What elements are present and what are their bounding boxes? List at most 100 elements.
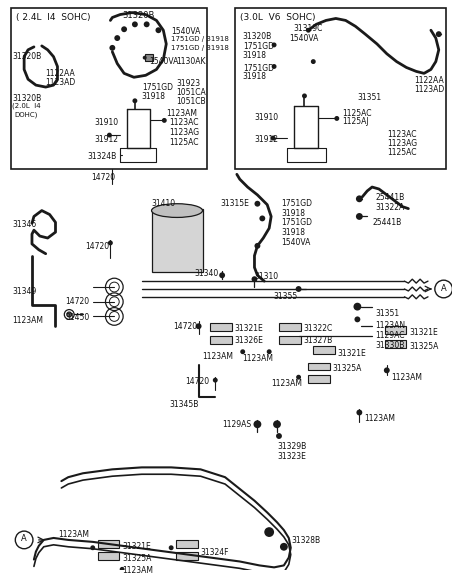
Text: 31910: 31910 [95, 119, 119, 127]
Circle shape [355, 317, 360, 323]
Text: 1540VA: 1540VA [281, 238, 310, 247]
Text: 31324B: 31324B [88, 152, 117, 161]
Text: 31346: 31346 [12, 221, 37, 229]
Text: A: A [21, 534, 27, 544]
Circle shape [240, 349, 245, 354]
Text: 1122AA: 1122AA [46, 69, 75, 78]
Bar [385, 340, 406, 348]
Circle shape [384, 368, 390, 373]
Circle shape [213, 378, 218, 383]
Text: 31321E: 31321E [122, 542, 151, 551]
Circle shape [67, 312, 72, 317]
Text: 31325A: 31325A [122, 554, 152, 563]
Text: 1129AS: 1129AS [222, 420, 251, 430]
Text: 31910: 31910 [255, 112, 279, 122]
Text: 14720: 14720 [85, 242, 109, 251]
Bar [308, 375, 330, 383]
Circle shape [356, 409, 362, 416]
Bar [279, 323, 301, 331]
Circle shape [162, 118, 167, 123]
Text: 1123AG: 1123AG [169, 128, 199, 137]
Text: 31322C: 31322C [303, 324, 333, 334]
Text: 31319C: 31319C [294, 24, 323, 34]
Text: 1051CB: 1051CB [176, 97, 206, 106]
Circle shape [114, 35, 120, 41]
Text: DOHC): DOHC) [14, 112, 38, 118]
Text: 1123AM: 1123AM [122, 566, 153, 576]
Text: 31340: 31340 [195, 269, 219, 278]
Text: 1751GD: 1751GD [281, 199, 312, 208]
Text: 31912: 31912 [255, 135, 278, 144]
Circle shape [251, 276, 257, 282]
Text: 31329B: 31329B [277, 442, 306, 451]
Text: 31327B: 31327B [303, 336, 333, 345]
Text: (3.0L  V6  SOHC): (3.0L V6 SOHC) [240, 13, 315, 21]
Bar [98, 540, 119, 548]
Text: 31923: 31923 [176, 79, 200, 88]
Text: 31355: 31355 [273, 292, 298, 301]
Circle shape [264, 527, 274, 537]
Text: 31351: 31351 [357, 93, 382, 102]
Text: ( 2.4L  I4  SOHC): ( 2.4L I4 SOHC) [16, 13, 91, 21]
Bar [210, 336, 232, 344]
Text: 14720: 14720 [65, 297, 90, 306]
Circle shape [121, 26, 127, 32]
Text: 1123AM: 1123AM [364, 415, 395, 423]
Text: 31918: 31918 [243, 51, 267, 60]
Text: 1751GD / 31918: 1751GD / 31918 [171, 36, 229, 42]
Text: 1123AG: 1123AG [387, 139, 417, 148]
Circle shape [335, 116, 339, 121]
Text: 1123AD: 1123AD [46, 78, 76, 87]
Text: 14720: 14720 [173, 323, 197, 331]
Circle shape [271, 64, 276, 69]
Circle shape [276, 433, 282, 439]
Text: 1125AC: 1125AC [343, 109, 372, 118]
Circle shape [143, 56, 147, 60]
Text: 1123AD: 1123AD [414, 85, 445, 94]
Circle shape [133, 98, 138, 103]
Circle shape [302, 93, 307, 98]
Circle shape [120, 567, 125, 572]
Circle shape [306, 28, 311, 32]
Circle shape [260, 215, 265, 221]
Text: 31918: 31918 [243, 72, 267, 82]
Text: 1540VA: 1540VA [171, 27, 201, 36]
Text: 1123AN: 1123AN [375, 321, 405, 331]
Text: 31321E: 31321E [338, 349, 367, 358]
Bar [176, 540, 197, 548]
Text: 31330B: 31330B [375, 341, 404, 350]
Bar [11, 8, 207, 170]
Bar [152, 208, 202, 272]
Bar [235, 8, 446, 170]
Circle shape [356, 195, 363, 202]
Circle shape [267, 349, 271, 354]
Text: 1123AM: 1123AM [392, 373, 423, 382]
Circle shape [219, 272, 225, 278]
Text: (2.0L  I4: (2.0L I4 [12, 102, 41, 109]
Circle shape [255, 243, 260, 249]
Bar [145, 54, 153, 61]
Circle shape [108, 240, 113, 245]
Text: 1130AK: 1130AK [176, 57, 206, 65]
Text: 14720: 14720 [185, 377, 209, 386]
Text: 1123AM: 1123AM [271, 379, 302, 388]
Text: 31321E: 31321E [409, 328, 438, 337]
Text: 1123AM: 1123AM [12, 317, 43, 325]
Circle shape [196, 323, 202, 329]
Circle shape [109, 45, 115, 51]
Text: 31320B: 31320B [12, 52, 42, 61]
Text: 31321E: 31321E [235, 324, 264, 334]
Text: 1123AM: 1123AM [166, 109, 197, 118]
Text: 1751GD: 1751GD [243, 42, 274, 51]
Text: 31328B: 31328B [292, 536, 321, 545]
Circle shape [255, 201, 260, 207]
Text: 1123AM: 1123AM [58, 530, 90, 539]
Text: 1122AA: 1122AA [414, 76, 444, 85]
Text: 31918: 31918 [281, 208, 305, 218]
Text: 31324F: 31324F [201, 548, 229, 557]
Bar [210, 323, 232, 331]
Text: 31918: 31918 [281, 228, 305, 237]
Text: 31345B: 31345B [169, 400, 199, 409]
Text: 31320B: 31320B [12, 94, 42, 103]
Text: 31450: 31450 [65, 313, 90, 321]
